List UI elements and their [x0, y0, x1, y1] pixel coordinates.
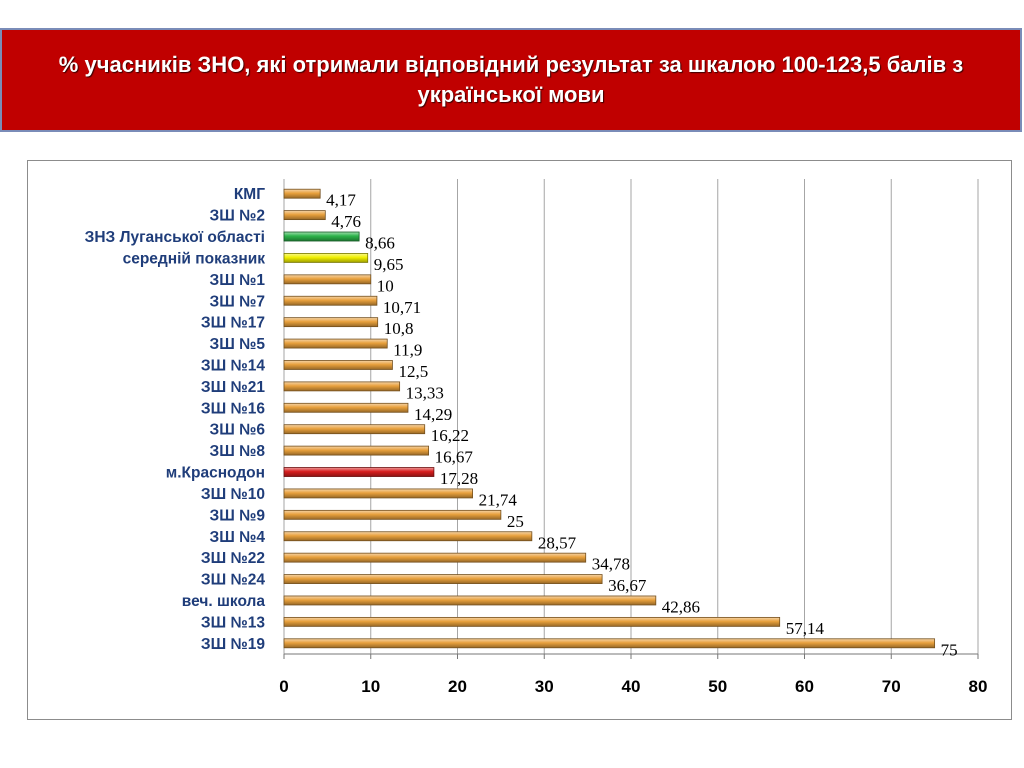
- category-label: ЗШ №2: [210, 208, 266, 225]
- category-label: ЗШ №5: [210, 336, 266, 353]
- bar-chart: КМГ ЗШ №2 ЗНЗ Луганської області середній п…: [85, 179, 987, 696]
- category-label: ЗШ №14: [201, 357, 265, 374]
- bar: [283, 467, 435, 477]
- bar-layer: [283, 188, 936, 649]
- chart-frame: КМГ ЗШ №2 ЗНЗ Луганської області середній п…: [27, 160, 1012, 720]
- value-label: 4,76: [331, 212, 361, 231]
- category-label: ЗШ №21: [201, 379, 265, 396]
- category-label: ЗШ №19: [201, 636, 265, 653]
- value-label: 21,74: [479, 490, 518, 509]
- value-label: 13,33: [406, 383, 444, 402]
- bar: [283, 274, 372, 285]
- category-label: ЗШ №10: [201, 486, 265, 503]
- value-label: 14,29: [414, 405, 452, 424]
- bar: [283, 338, 388, 349]
- value-label: 36,67: [608, 576, 647, 595]
- bar: [283, 595, 657, 606]
- bar: [283, 574, 603, 584]
- value-label: 42,86: [662, 597, 700, 616]
- value-labels: 4,17 4,768,66 9,65 10 10,71 10,8 11,9 12,5 13,33…: [326, 191, 957, 660]
- value-label: 75: [941, 640, 958, 659]
- bar: [283, 445, 430, 456]
- bar: [283, 488, 473, 499]
- bar: [283, 531, 533, 542]
- category-label: ЗШ №1: [210, 272, 266, 289]
- value-label: 57,14: [786, 619, 825, 638]
- bar: [283, 360, 393, 370]
- value-label: 12,5: [398, 362, 428, 381]
- value-label: 10: [377, 276, 394, 295]
- bar: [283, 616, 781, 627]
- bar: [283, 295, 378, 306]
- category-label: ЗШ №22: [201, 550, 265, 567]
- bar: [283, 402, 409, 413]
- value-label: 17,28: [440, 469, 478, 488]
- value-label: 4,17: [326, 191, 356, 210]
- category-label: ЗНЗ Луганської області: [85, 229, 265, 246]
- category-labels: КМГ ЗШ №2 ЗНЗ Луганської області середній п…: [85, 186, 266, 653]
- value-label: 16,67: [435, 448, 474, 467]
- x-tick-label: 10: [361, 677, 380, 696]
- grid-layer: [283, 179, 979, 659]
- x-tick-label: 60: [795, 677, 814, 696]
- x-tick-label: 30: [535, 677, 554, 696]
- bar: [283, 210, 326, 221]
- bar: [283, 231, 360, 242]
- category-label: ЗШ №17: [201, 315, 265, 332]
- category-label: м.Краснодон: [166, 465, 265, 482]
- x-axis-ticks: 0 10 20 30 40 50 60 70 80: [279, 677, 987, 696]
- category-label: КМГ: [234, 186, 265, 203]
- category-label: ЗШ №4: [210, 529, 266, 546]
- value-label: 16,22: [431, 426, 469, 445]
- value-label: 11,9: [393, 341, 422, 360]
- category-label: ЗШ №13: [201, 614, 265, 631]
- category-label: середній показник: [123, 250, 266, 267]
- category-label: ЗШ №24: [201, 572, 265, 589]
- bar: [283, 381, 401, 392]
- category-label: ЗШ №6: [210, 422, 266, 439]
- x-tick-label: 0: [279, 677, 288, 696]
- value-label: 28,57: [538, 533, 577, 552]
- category-label: ЗШ №16: [201, 400, 265, 417]
- bar: [283, 638, 936, 649]
- value-label: 25: [507, 512, 524, 531]
- bar: [283, 424, 426, 435]
- value-label: 8,66: [365, 234, 395, 253]
- bar: [283, 253, 369, 263]
- bar: [283, 188, 321, 199]
- bar: [283, 552, 587, 563]
- category-label: веч. школа: [182, 593, 266, 610]
- category-label: ЗШ №8: [210, 443, 266, 460]
- value-label: 10,8: [384, 319, 414, 338]
- page-title: % учасників ЗНО, які отримали відповідни…: [58, 52, 964, 107]
- value-label: 9,65: [374, 255, 404, 274]
- bar: [283, 317, 379, 328]
- x-tick-label: 80: [969, 677, 988, 696]
- value-label: 34,78: [592, 555, 630, 574]
- x-tick-label: 40: [622, 677, 641, 696]
- category-label: ЗШ №9: [210, 507, 266, 524]
- x-tick-label: 50: [708, 677, 727, 696]
- bar: [283, 509, 502, 520]
- x-tick-label: 20: [448, 677, 467, 696]
- category-label: ЗШ №7: [210, 293, 266, 310]
- x-tick-label: 70: [882, 677, 901, 696]
- title-banner: % учасників ЗНО, які отримали відповідни…: [0, 28, 1022, 132]
- value-label: 10,71: [383, 298, 421, 317]
